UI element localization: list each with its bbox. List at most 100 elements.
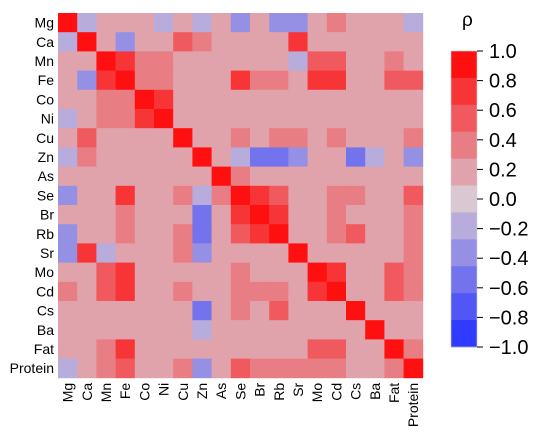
column-label: Cs (348, 383, 364, 400)
heatmap-cell (58, 185, 78, 206)
heatmap-cell (96, 339, 116, 359)
colorbar-tick-label: −0.6 (489, 278, 528, 300)
heatmap-cell (250, 109, 270, 129)
heatmap-cell (77, 109, 97, 129)
heatmap-cell (288, 89, 308, 110)
colorbar-tick-label: −0.2 (489, 219, 528, 241)
colorbar-segment (451, 77, 477, 106)
heatmap-cell (384, 301, 404, 321)
row-label: Zn (38, 149, 54, 165)
heatmap-cell (115, 51, 136, 71)
column-labels: Mg Ca Mn Fe Co Ni Cu Zn As Se Br Rb Sr Mo Cd Cs Ba Fat Pro… (60, 382, 422, 427)
heatmap-cell (154, 301, 174, 321)
heatmap-cell (269, 358, 289, 379)
heatmap-cell (307, 32, 328, 52)
column-label: Ca (79, 383, 95, 401)
heatmap-cell (192, 281, 212, 302)
heatmap-cell (365, 51, 385, 71)
heatmap-cell (173, 89, 193, 110)
heatmap-cell (250, 224, 270, 244)
heatmap-cell (346, 32, 366, 52)
heatmap-cell (134, 205, 155, 225)
heatmap-cell (288, 205, 308, 225)
column-label: Se (232, 383, 248, 400)
heatmap-cell (115, 166, 136, 187)
heatmap-cell (173, 224, 193, 244)
heatmap-cell (58, 205, 78, 225)
heatmap-cell (269, 128, 289, 148)
colorbar-tick-label: −0.4 (489, 248, 528, 270)
heatmap-cell (365, 109, 385, 129)
heatmap-cell (77, 281, 97, 302)
heatmap-cell (211, 166, 232, 187)
colorbar-segment (451, 104, 477, 133)
heatmap-cell (346, 185, 366, 206)
heatmap-cell (154, 358, 174, 379)
heatmap-cell (115, 89, 136, 110)
heatmap-cell (307, 51, 328, 71)
heatmap-cell (288, 339, 308, 359)
heatmap-cell (77, 70, 97, 91)
heatmap-cell (154, 281, 174, 302)
heatmap-cell (365, 358, 385, 379)
heatmap-cell (173, 339, 193, 359)
colorbar-tick-label: 0.2 (489, 159, 517, 181)
heatmap-cell (96, 224, 116, 244)
heatmap-cell (77, 89, 97, 110)
heatmap-cell (77, 358, 97, 379)
heatmap-cell (154, 224, 174, 244)
heatmap-cell (365, 128, 385, 148)
heatmap-cell (250, 13, 270, 33)
heatmap-cell (115, 339, 136, 359)
heatmap-cell (346, 166, 366, 187)
heatmap-cell (230, 262, 251, 283)
heatmap-cell (346, 281, 366, 302)
colorbar-tick-label: 0.0 (489, 189, 517, 211)
heatmap-cell (154, 51, 174, 71)
heatmap-cell (384, 109, 404, 129)
heatmap-cell (403, 281, 424, 302)
heatmap-cell (288, 358, 308, 379)
heatmap-cell (384, 320, 404, 340)
heatmap-cell (326, 13, 347, 33)
heatmap-cell (77, 243, 97, 263)
heatmap-cell (211, 70, 232, 91)
heatmap-cell (115, 262, 136, 283)
heatmap-cell (134, 224, 155, 244)
heatmap-cell (173, 301, 193, 321)
heatmap-cell (269, 281, 289, 302)
heatmap-cell (384, 147, 404, 167)
row-label: Co (36, 91, 54, 107)
heatmap-cell (288, 51, 308, 71)
heatmap-cell (154, 32, 174, 52)
heatmap-cell (134, 185, 155, 206)
heatmap-cell (326, 320, 347, 340)
heatmap-cell (403, 224, 424, 244)
heatmap-cell (326, 243, 347, 263)
heatmap-cell (211, 13, 232, 33)
row-label: Se (37, 187, 54, 203)
heatmap-cell (115, 358, 136, 379)
heatmap-cell (192, 339, 212, 359)
heatmap-cell (269, 224, 289, 244)
heatmap-cell (192, 243, 212, 263)
heatmap-cell (250, 301, 270, 321)
row-label: Mn (35, 53, 54, 69)
heatmap-cell (77, 13, 97, 33)
heatmap-cell (77, 166, 97, 187)
heatmap-cell (192, 109, 212, 129)
colorbar-tick-label: 0.8 (489, 71, 517, 93)
heatmap-cell (384, 51, 404, 71)
heatmap-cell (115, 320, 136, 340)
column-label: Sr (290, 382, 306, 396)
heatmap-cell (96, 32, 116, 52)
heatmap-cell (307, 205, 328, 225)
colorbar-segment (451, 266, 477, 294)
heatmap-cell (384, 166, 404, 187)
column-label: Br (252, 382, 268, 396)
heatmap-cell (192, 89, 212, 110)
heatmap-cell (173, 262, 193, 283)
heatmap-cell (307, 320, 328, 340)
heatmap-cell (326, 185, 347, 206)
heatmap-cell (250, 205, 270, 225)
